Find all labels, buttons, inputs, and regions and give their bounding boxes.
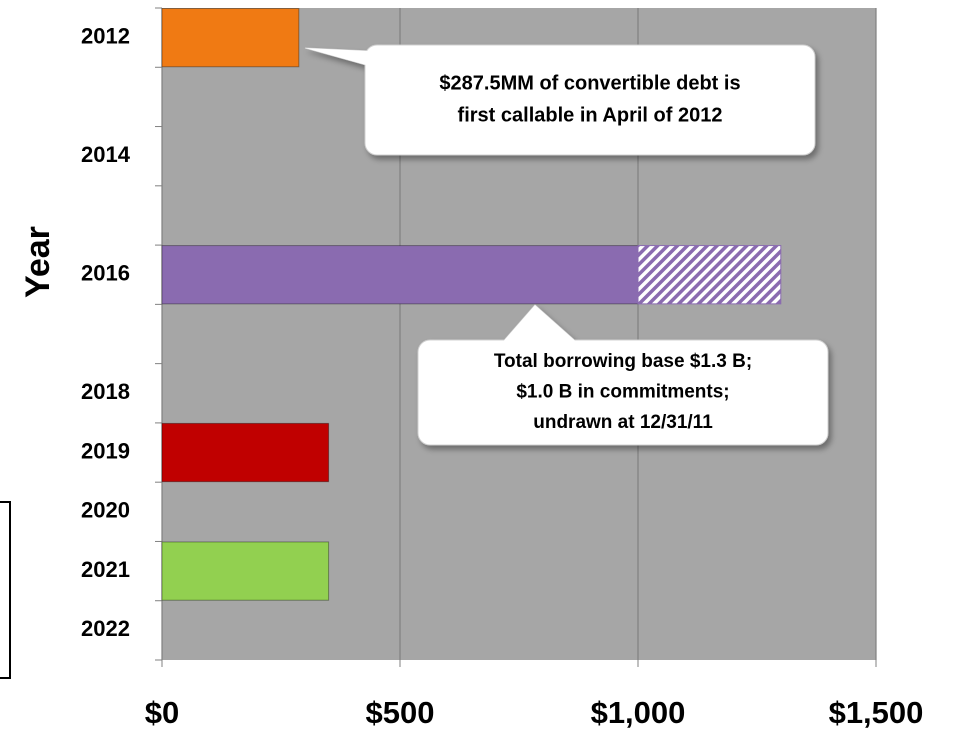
x-tick-label: $1,500 bbox=[829, 695, 924, 730]
callout-text: Total borrowing base $1.3 B; bbox=[494, 351, 752, 372]
bar bbox=[161, 541, 330, 601]
y-tick-label: 2021 bbox=[81, 557, 130, 582]
callout-text: first callable in April of 2012 bbox=[458, 104, 723, 126]
callout-box bbox=[364, 44, 816, 156]
y-tick-label: 2014 bbox=[81, 142, 131, 167]
callout-box bbox=[417, 339, 829, 446]
y-tick-label: 2022 bbox=[81, 616, 130, 641]
bar bbox=[637, 245, 782, 305]
bar bbox=[161, 245, 639, 305]
x-tick-label: $0 bbox=[145, 695, 179, 730]
callout-text: undrawn at 12/31/11 bbox=[533, 412, 713, 433]
y-tick-label: 2019 bbox=[81, 438, 130, 463]
bar bbox=[161, 8, 300, 68]
x-tick-label: $500 bbox=[366, 695, 435, 730]
y-tick-label: 2018 bbox=[81, 379, 130, 404]
y-tick-label: 2020 bbox=[81, 498, 130, 523]
callout-pointer-cover bbox=[500, 305, 580, 345]
y-axis-title: Year bbox=[19, 226, 57, 298]
callout bbox=[417, 304, 829, 446]
y-tick-label: 2012 bbox=[81, 23, 130, 48]
x-tick-label: $1,000 bbox=[591, 695, 686, 730]
bar bbox=[161, 422, 330, 483]
callout bbox=[304, 44, 816, 156]
y-tick-label: 2016 bbox=[81, 261, 130, 286]
callout-text: $1.0 B in commitments; bbox=[516, 382, 729, 403]
callout-pointer-cover bbox=[305, 48, 420, 80]
callout-text: $287.5MM of convertible debt is bbox=[439, 72, 740, 94]
frame-fragment bbox=[0, 501, 11, 679]
